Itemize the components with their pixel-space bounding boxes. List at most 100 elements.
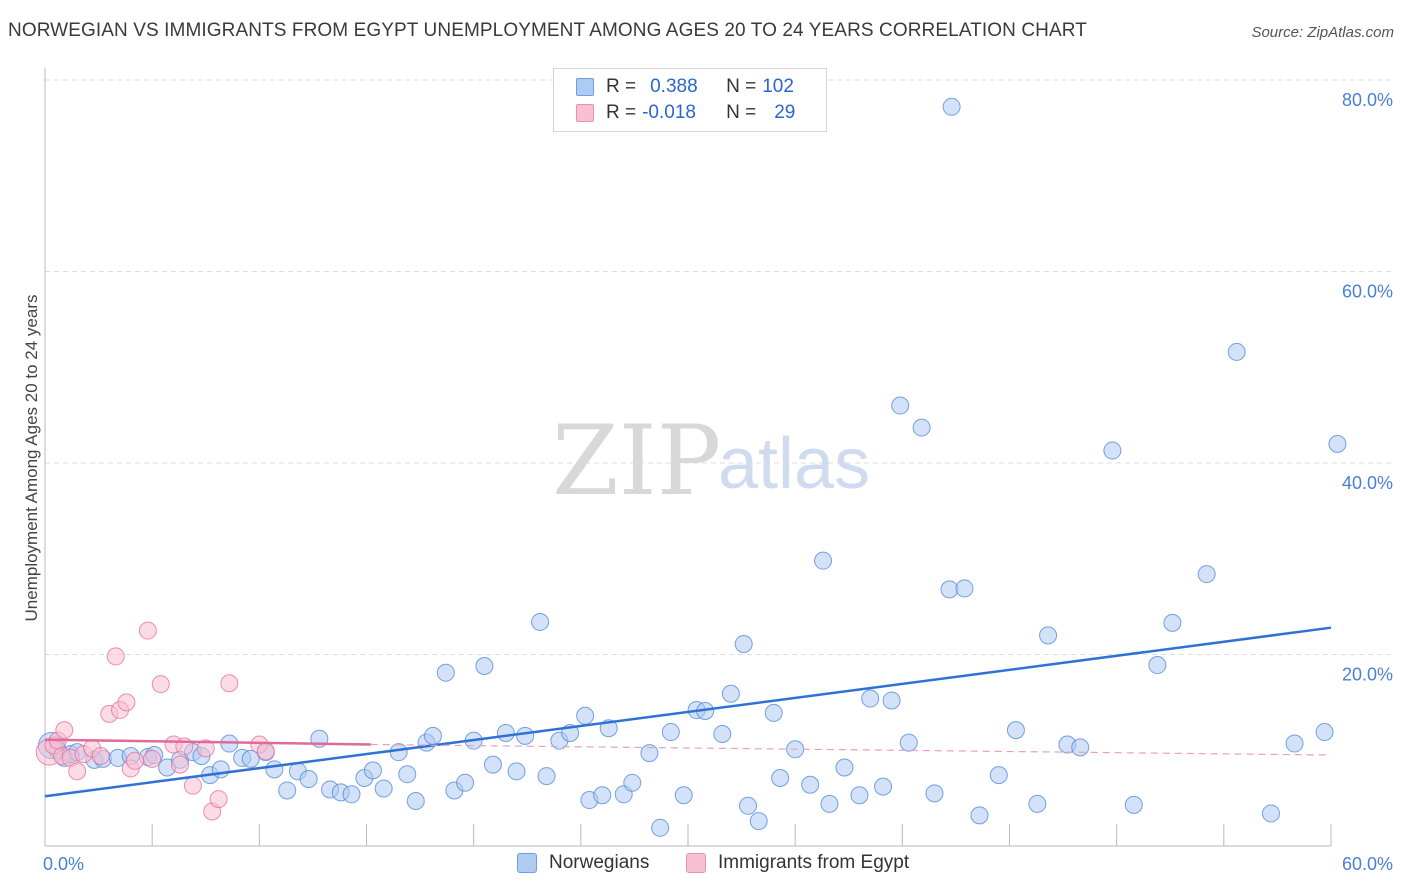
point-norwegian <box>882 691 901 710</box>
point-norwegian <box>1148 656 1167 675</box>
point-norwegian <box>211 760 230 779</box>
point-norwegian <box>576 706 595 725</box>
point-norwegian <box>1163 613 1182 632</box>
point-norwegian <box>989 766 1008 785</box>
point-egypt <box>171 755 190 774</box>
point-norwegian <box>970 806 989 825</box>
point-egypt <box>91 746 110 765</box>
point-norwegian <box>1261 804 1280 823</box>
point-norwegian <box>406 791 425 810</box>
y-tick-label: 80.0% <box>1342 90 1393 110</box>
watermark-zip: ZIP <box>552 405 721 517</box>
legend-item-norwegians: Norwegians <box>517 852 649 874</box>
point-norwegian <box>661 723 680 742</box>
point-egypt <box>126 751 145 770</box>
point-norwegian <box>423 726 442 745</box>
point-norwegian <box>899 733 918 752</box>
point-norwegian <box>640 744 659 763</box>
trend-lines <box>44 626 1332 798</box>
correlation-legend: R = 0.388 N = 102 R = -0.018 N = 29 <box>553 68 827 132</box>
grid-lines <box>45 79 1393 655</box>
point-norwegian <box>850 786 869 805</box>
series-egypt <box>35 621 275 821</box>
point-egypt <box>55 721 74 740</box>
point-norwegian <box>531 612 550 631</box>
legend-swatch-pink <box>686 853 706 873</box>
point-norwegian <box>942 97 961 116</box>
legend-r-value: -0.018 <box>642 102 696 123</box>
tick-labels: 20.0% 40.0% 60.0% 80.0% 0.0% 60.0% <box>43 90 1393 874</box>
legend-swatch-pink <box>576 104 594 122</box>
point-norwegian <box>483 755 502 774</box>
point-norwegian <box>398 765 417 784</box>
point-egypt <box>183 776 202 795</box>
x-tick-label: 60.0% <box>1342 854 1393 874</box>
point-norwegian <box>516 726 535 745</box>
legend-r-label: R = <box>606 102 637 123</box>
axes <box>44 68 1332 847</box>
watermark: ZIP atlas <box>552 405 870 517</box>
point-norwegian <box>771 769 790 788</box>
point-egypt <box>106 647 125 666</box>
point-egypt <box>68 762 87 781</box>
point-norwegian <box>874 777 893 796</box>
legend-label-egypt: Immigrants from Egypt <box>718 852 910 873</box>
point-egypt <box>220 674 239 693</box>
point-norwegian <box>1285 734 1304 753</box>
point-norwegian <box>475 656 494 675</box>
point-norwegian <box>651 818 670 837</box>
point-norwegian <box>955 579 974 598</box>
point-norwegian <box>861 689 880 708</box>
legend-row-norwegians: R = 0.388 N = 102 <box>576 75 794 99</box>
chart-title: NORWEGIAN VS IMMIGRANTS FROM EGYPT UNEMP… <box>8 20 1087 41</box>
point-norwegian <box>1071 738 1090 757</box>
point-egypt <box>196 739 215 758</box>
y-tick-label: 40.0% <box>1342 473 1393 493</box>
point-norwegian <box>537 767 556 786</box>
point-norwegian <box>1028 794 1047 813</box>
point-norwegian <box>456 773 475 792</box>
point-norwegian <box>1006 721 1025 740</box>
point-norwegian <box>739 796 758 815</box>
point-norwegian <box>389 743 408 762</box>
point-norwegian <box>835 758 854 777</box>
trend-line-egypt <box>44 738 371 746</box>
point-norwegian <box>925 784 944 803</box>
y-tick-label: 20.0% <box>1342 665 1393 685</box>
point-norwegian <box>814 551 833 570</box>
y-tick-label: 60.0% <box>1342 282 1393 302</box>
point-norwegian <box>623 773 642 792</box>
point-norwegian <box>891 396 910 415</box>
point-norwegian <box>593 786 612 805</box>
legend-n-value: 102 <box>762 76 794 97</box>
point-norwegian <box>1197 565 1216 584</box>
point-norwegian <box>1103 441 1122 460</box>
point-egypt <box>151 675 170 694</box>
trend-line-norwegians <box>44 626 1332 798</box>
x-tick-label: 0.0% <box>43 854 84 874</box>
point-norwegian <box>1124 795 1143 814</box>
point-norwegian <box>1039 626 1058 645</box>
point-norwegian <box>674 786 693 805</box>
point-norwegian <box>496 724 515 743</box>
legend-item-egypt: Immigrants from Egypt <box>686 852 909 874</box>
legend-swatch-blue <box>517 853 537 873</box>
point-norwegian <box>436 663 455 682</box>
point-norwegian <box>241 749 260 768</box>
point-norwegian <box>912 418 931 437</box>
point-norwegian <box>299 769 318 788</box>
legend-row-egypt: R = -0.018 N = 29 <box>576 101 795 125</box>
point-norwegian <box>507 762 526 781</box>
legend-r-value: 0.388 <box>650 76 698 97</box>
legend-n-label: N = <box>726 102 757 123</box>
legend-swatch-blue <box>576 78 594 96</box>
point-norwegian <box>734 634 753 653</box>
point-egypt <box>138 621 157 640</box>
legend-n-value: 29 <box>774 102 796 123</box>
point-norwegian <box>721 684 740 703</box>
legend-n-label: N = <box>726 76 757 97</box>
point-norwegian <box>278 781 297 800</box>
point-norwegian <box>1315 723 1334 742</box>
trend-line-egypt-extension <box>370 743 1332 756</box>
point-norwegian <box>374 779 393 798</box>
